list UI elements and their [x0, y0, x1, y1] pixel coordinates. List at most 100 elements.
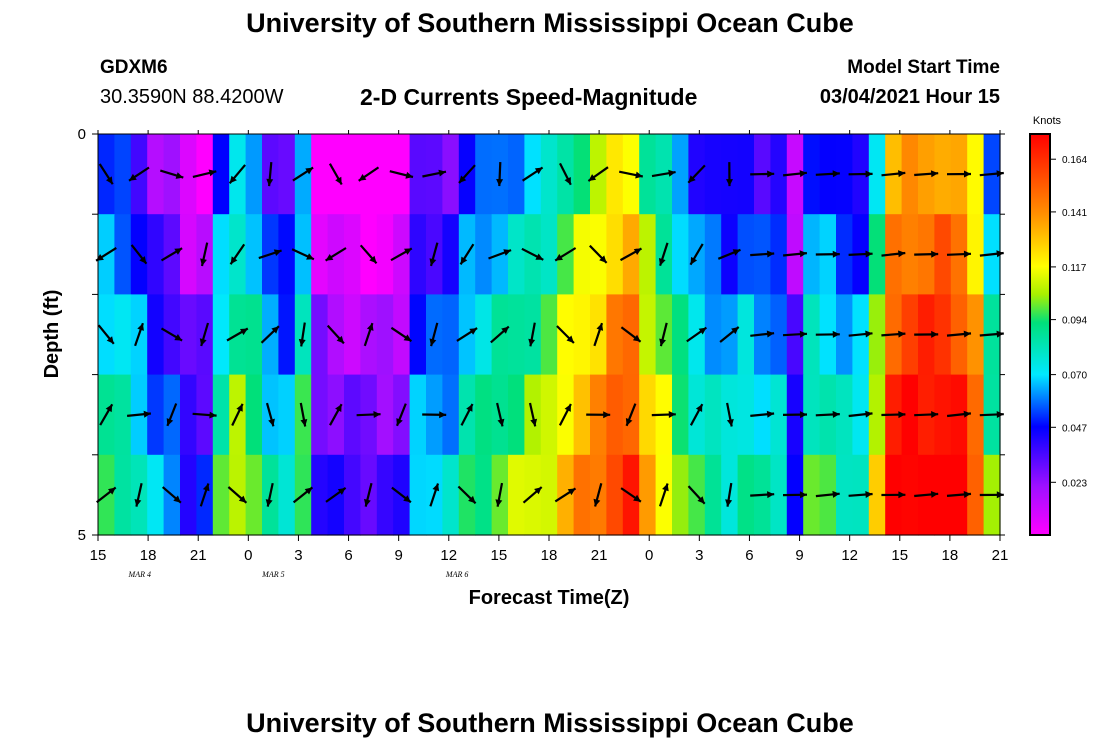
heatmap-cell [934, 454, 952, 536]
heatmap-cell [606, 374, 624, 456]
heatmap-cell [868, 214, 886, 295]
heatmap-cell [704, 214, 722, 295]
current-arrow [364, 482, 373, 507]
heatmap-cell [573, 134, 591, 215]
current-arrow [391, 486, 412, 504]
heatmap-cell [573, 374, 591, 456]
heatmap-cell [212, 294, 230, 376]
current-arrow [658, 483, 669, 507]
colorbar-tick-label: 0.117 [1062, 263, 1087, 274]
current-arrow [848, 170, 873, 178]
x-tick-label: 9 [795, 547, 803, 564]
current-arrow [687, 164, 706, 184]
heatmap-cell [672, 294, 689, 376]
current-arrow [620, 326, 642, 343]
heatmap-cell [737, 134, 755, 215]
current-arrow [559, 162, 572, 186]
heatmap-cell [376, 134, 394, 215]
current-arrow [946, 410, 972, 418]
heatmap-cell [147, 294, 165, 376]
heatmap-cell [836, 134, 853, 215]
heatmap-cell [868, 294, 886, 376]
current-arrow [258, 249, 282, 260]
x-tick-label: 15 [90, 547, 107, 564]
heatmap-cell [475, 454, 493, 536]
current-arrow [265, 482, 274, 507]
current-arrow [134, 482, 143, 507]
current-arrow [456, 327, 478, 342]
heatmap-cell [672, 214, 689, 295]
heatmap-cell [311, 374, 329, 456]
heatmap-cell [704, 374, 722, 456]
heatmap-cell [212, 134, 230, 215]
current-arrow [815, 490, 840, 498]
current-arrow [229, 243, 246, 265]
current-arrow [651, 169, 676, 178]
heatmap-cell [114, 134, 132, 215]
date-label: MAR 5 [261, 570, 284, 579]
current-arrow [159, 169, 184, 179]
x-tick-label: 18 [942, 547, 959, 564]
current-arrow [496, 402, 505, 427]
heatmap-cell [672, 374, 689, 456]
plot-title: 2-D Currents Speed-Magnitude [360, 84, 698, 110]
current-arrow [848, 491, 873, 498]
heatmap-cell [868, 134, 886, 215]
heatmap-cell [573, 454, 591, 536]
heatmap-cell [672, 134, 689, 215]
current-arrow [750, 170, 775, 178]
current-arrow [459, 243, 475, 265]
heatmap-cell [147, 454, 165, 536]
current-arrow [231, 403, 244, 426]
current-arrow [881, 170, 906, 178]
current-arrow [199, 322, 210, 347]
heatmap-cell [114, 214, 132, 295]
heatmap-cell [475, 214, 493, 295]
current-arrow [328, 163, 343, 186]
colorbar-tick-label: 0.070 [1062, 371, 1087, 382]
heatmap-cell [934, 294, 952, 376]
current-arrow [881, 330, 906, 338]
heatmap-cell [704, 294, 722, 376]
heatmap-cell [278, 214, 296, 295]
x-tick-label: 6 [344, 547, 352, 564]
current-arrow [719, 326, 740, 343]
heatmap-cell [836, 454, 853, 536]
current-arrow [359, 244, 378, 265]
current-arrow [815, 170, 840, 178]
heatmap-cell [278, 454, 296, 536]
current-arrow [782, 411, 808, 419]
heatmap-cell [737, 294, 755, 376]
current-arrow [881, 491, 906, 499]
heatmap-cell [540, 374, 558, 456]
current-arrow [228, 164, 246, 185]
page-title: University of Southern Mississippi Ocean… [246, 8, 854, 38]
heatmap-cell [212, 214, 230, 295]
heatmap-cell [540, 214, 558, 295]
current-arrow [496, 162, 504, 187]
date-label: MAR 6 [445, 570, 468, 579]
heatmap-cell [180, 134, 197, 215]
colorbar-legend: Knots 0.164 0.141 0.117 0.094 0.070 0.047 0.02… [1029, 115, 1087, 536]
colorbar-tick-label: 0.047 [1062, 423, 1087, 434]
current-arrow [593, 322, 604, 347]
current-arrow [490, 325, 510, 344]
heatmap-cell [344, 214, 361, 295]
heatmap-cell [868, 374, 886, 456]
heatmap-cell [901, 374, 919, 456]
current-arrow [325, 487, 347, 503]
current-arrow [558, 403, 572, 426]
current-arrow [881, 411, 906, 419]
current-arrow [522, 486, 543, 504]
current-arrow [390, 326, 413, 343]
current-arrow [651, 411, 676, 418]
heatmap-cell [344, 374, 361, 456]
heatmap-cell [704, 454, 722, 536]
current-arrow [625, 403, 637, 427]
heatmap-cell [967, 214, 985, 295]
heatmap-cell [803, 454, 821, 536]
heatmap-cell [180, 214, 197, 295]
date-label: MAR 4 [128, 570, 151, 579]
x-tick-label: 18 [541, 547, 558, 564]
current-arrow [266, 161, 274, 187]
